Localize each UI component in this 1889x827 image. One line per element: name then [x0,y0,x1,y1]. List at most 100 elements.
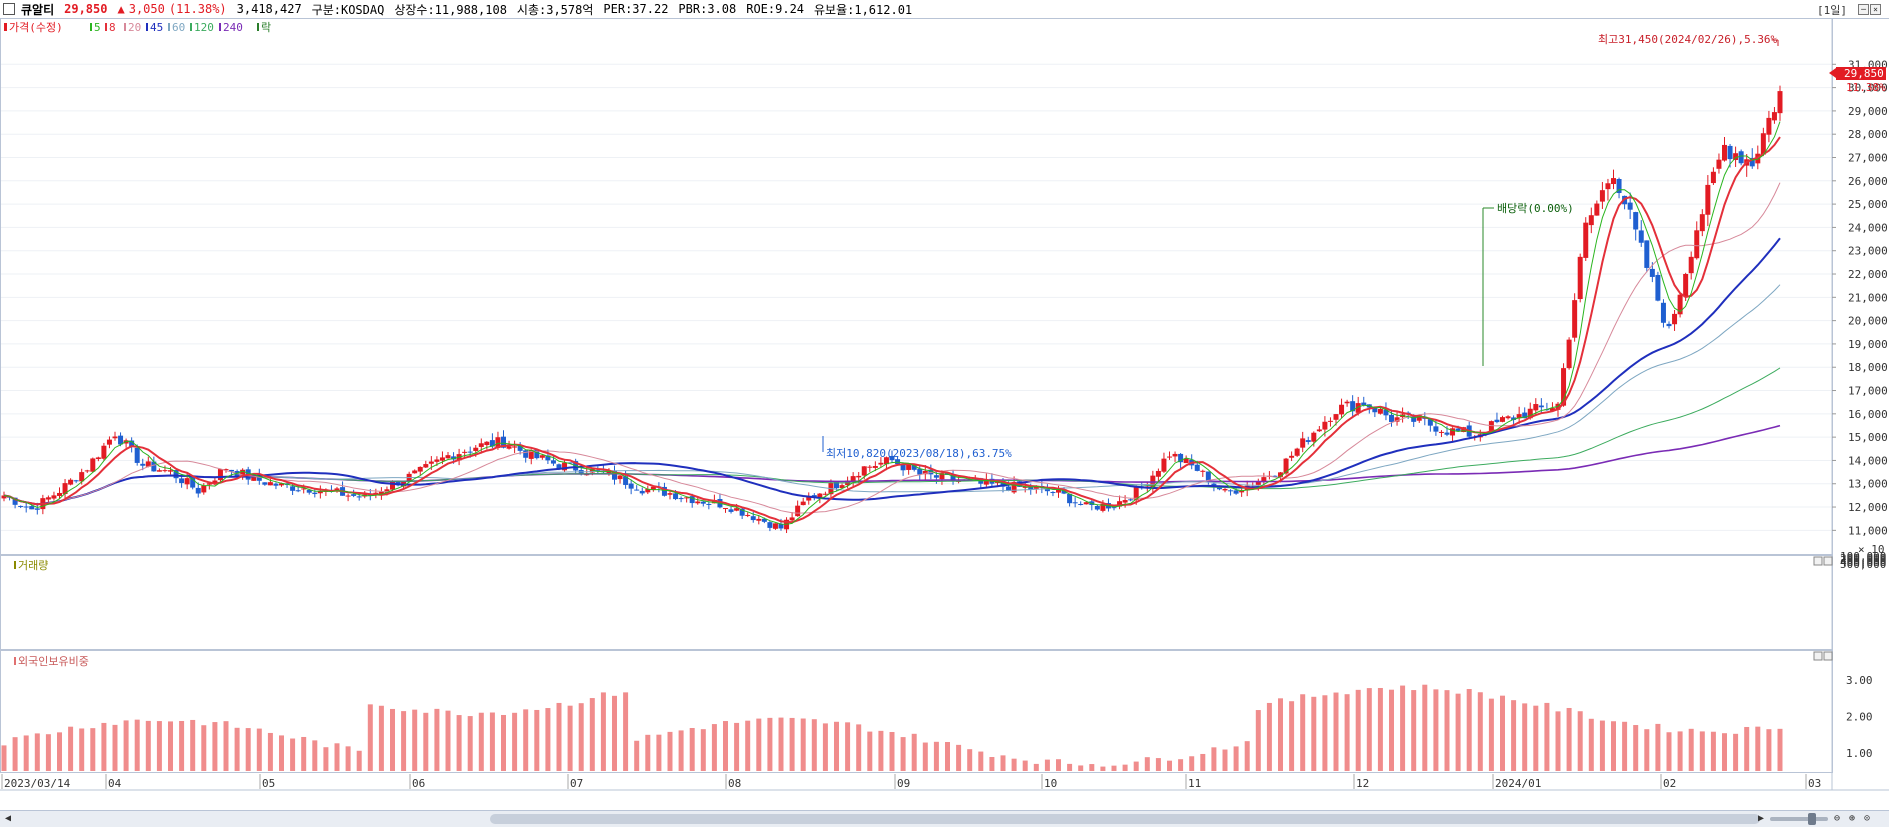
foreign-ratio-bar [1056,759,1061,771]
zoom-in-icon[interactable]: ⊕ [1848,813,1856,824]
price-tick-label: 12,000 [1848,501,1888,514]
candle-body [517,445,523,451]
candle-body [1172,453,1178,457]
candle-body [867,466,873,468]
foreign-ratio-bar [101,722,107,771]
foreign-ratio-bar [1755,726,1761,771]
foreign-ratio-bar [578,703,584,771]
foreign-ratio-bar [334,743,340,771]
candle-body [933,475,939,478]
foreign-ratio-bar [290,738,296,771]
candle-body [451,456,457,460]
foreign-ratio-bar [933,741,939,771]
chart-scrollbar[interactable]: ◀ ▶ ⊖ ⊕ ⊙ [0,810,1889,827]
candle-body [229,469,235,472]
candle-body [1333,414,1339,420]
foreign-title-marker [14,657,16,665]
candle-body [1178,453,1184,463]
volume-panel-max-icon[interactable] [1813,556,1823,566]
candle-body [800,501,806,506]
foreign-ratio-bar [445,710,451,771]
candle-body [206,483,212,485]
price-tick-label: 26,000 [1848,175,1888,188]
candle-body [1666,323,1672,327]
zoom-slider-knob[interactable] [1808,813,1816,825]
foreign-tick-label: 3.00 [1846,674,1873,687]
foreign-ratio-bar [1289,701,1295,771]
scroll-right-icon[interactable]: ▶ [1757,813,1765,824]
zoom-slider[interactable] [1770,813,1828,825]
foreign-ratio-bar [356,750,362,771]
candle-body [378,491,384,495]
scroll-thumb[interactable] [490,814,1760,824]
foreign-ratio-bar [889,732,895,771]
candle-body [1583,222,1589,258]
foreign-ratio-bar [501,714,506,771]
chart-canvas[interactable]: 가격(수정) 5 8 20 45 60 120 240 락 최고31,450(2… [0,18,1889,810]
foreign-ratio-bar [545,708,551,771]
candle-body [1316,429,1322,432]
foreign-panel-max-icon[interactable] [1813,651,1823,661]
foreign-ratio-bar [1533,705,1539,771]
candle-body [545,455,551,461]
price-tick-label: 23,000 [1848,245,1888,258]
foreign-ratio-bar [1211,747,1217,771]
foreign-ratio-bar [1333,692,1339,771]
foreign-ratio-bar [34,733,40,771]
candle-body [1588,215,1594,226]
candle-body [856,475,862,478]
candle-body [878,462,884,465]
candle-body [1327,420,1333,422]
foreign-panel-close-icon[interactable] [1823,651,1833,661]
foreign-ratio-bar [378,705,384,771]
candle-body [1561,368,1567,406]
candle-body [184,478,190,485]
panel-controls[interactable] [1813,556,1833,661]
foreign-ratio-bar [412,709,418,771]
foreign-ratio-bar [1411,690,1417,771]
candle-body [1777,91,1783,114]
candle-body [750,516,756,521]
candle-body [1394,417,1400,422]
foreign-ratio-bar [1644,729,1650,771]
foreign-ratio-bar [1311,696,1317,771]
zoom-out-icon[interactable]: ⊖ [1833,813,1841,824]
minimize-icon[interactable]: ─ [1858,4,1869,15]
zoom-reset-icon[interactable]: ⊙ [1863,813,1871,824]
candle-body [1683,273,1689,297]
legend-price: 가격(수정) [9,21,63,34]
candle-body [1161,458,1167,472]
candle-body [767,522,773,528]
candle-body [1083,502,1089,505]
candle-body [267,482,273,486]
candle-body [667,493,673,495]
candle-body [1516,414,1522,419]
candle-body [1633,212,1639,230]
foreign-ratio-bar [223,721,229,771]
candle-body [1389,414,1394,422]
candle-body [911,464,917,470]
candle-body [1228,490,1234,492]
volume-panel-close-icon[interactable] [1823,556,1833,566]
candle-body [129,440,135,447]
foreign-ratio-bar [156,721,162,771]
scroll-left-icon[interactable]: ◀ [4,813,12,824]
foreign-ratio-bar [1222,749,1228,771]
close-icon[interactable]: × [1870,4,1881,15]
legend-lak-marker [257,23,259,31]
foreign-ratio-bar [23,735,29,771]
foreign-ratio-bar [689,727,695,771]
foreign-ratio-bar [1344,694,1350,771]
candle-body [1122,500,1128,503]
select-checkbox[interactable] [3,3,15,15]
up-arrow-icon: ▲ [117,2,125,16]
foreign-ratio-bar [1677,731,1683,771]
foreign-ratio-bar [978,751,984,771]
candle-body [1766,117,1772,135]
candle-body [567,462,573,464]
market-cap: 시총:3,578억 [516,2,594,17]
candle-body [811,495,817,498]
foreign-ratio-bar [1744,726,1750,771]
foreign-ratio-bar [1722,733,1727,771]
period-selector[interactable]: [1일] [1817,4,1847,17]
